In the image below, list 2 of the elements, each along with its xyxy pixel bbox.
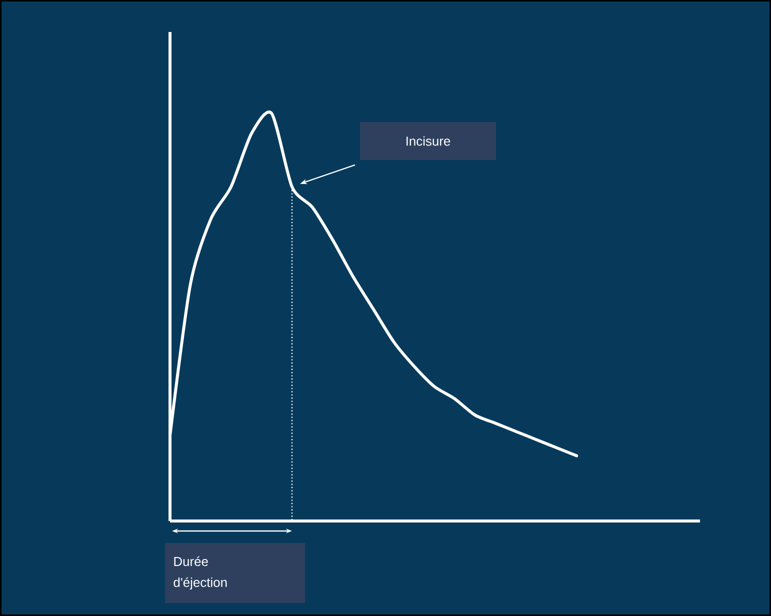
annotation: Incisure xyxy=(406,136,450,146)
text: Durée d'éjection xyxy=(174,556,227,590)
